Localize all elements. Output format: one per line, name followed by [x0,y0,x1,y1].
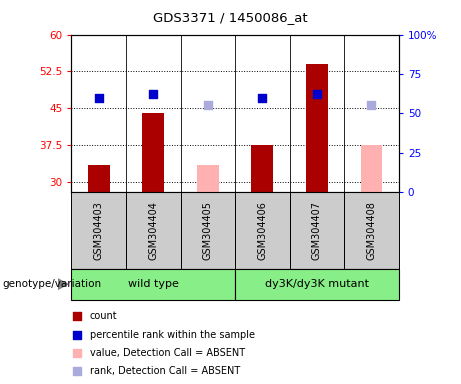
Bar [126,192,181,269]
Text: rank, Detection Call = ABSENT: rank, Detection Call = ABSENT [90,366,240,376]
Bar [197,165,219,192]
Text: GDS3371 / 1450086_at: GDS3371 / 1450086_at [153,11,308,24]
Bar [71,269,235,300]
Text: GSM304405: GSM304405 [203,201,213,260]
Text: GSM304406: GSM304406 [257,201,267,260]
Text: GSM304404: GSM304404 [148,201,158,260]
Text: GSM304407: GSM304407 [312,201,322,260]
Point [73,331,80,338]
Point [149,91,157,98]
Text: dy3K/dy3K mutant: dy3K/dy3K mutant [265,279,369,289]
Text: wild type: wild type [128,279,179,289]
Bar [235,269,399,300]
Bar [290,192,344,269]
Point [95,94,102,101]
Point [259,94,266,101]
Bar [361,145,382,192]
Point [73,313,80,319]
Point [204,103,212,109]
Bar [88,165,110,192]
Text: count: count [90,311,118,321]
Bar [142,113,164,192]
Text: GSM304403: GSM304403 [94,201,104,260]
Text: percentile rank within the sample: percentile rank within the sample [90,329,255,339]
Polygon shape [58,278,69,290]
Point [368,103,375,109]
Point [73,350,80,356]
Text: value, Detection Call = ABSENT: value, Detection Call = ABSENT [90,348,245,358]
Bar [235,192,290,269]
Bar [252,145,273,192]
Text: GSM304408: GSM304408 [366,201,377,260]
Bar [344,192,399,269]
Point [73,368,80,374]
Point [313,91,321,98]
Text: genotype/variation: genotype/variation [2,279,101,289]
Bar [306,64,328,192]
Bar [181,192,235,269]
Bar [71,192,126,269]
